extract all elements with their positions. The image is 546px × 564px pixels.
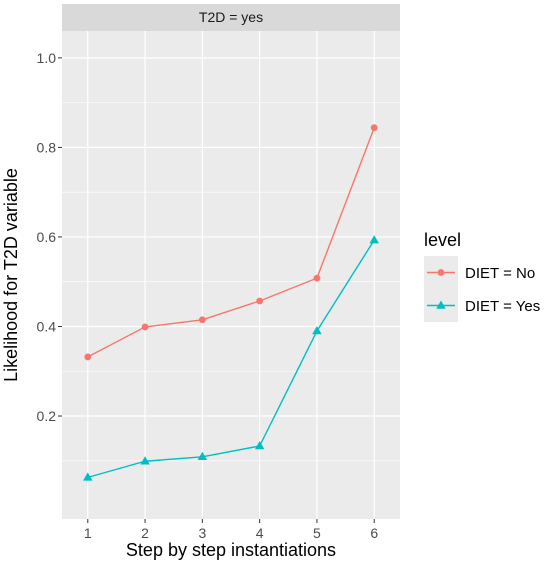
facet-strip <box>62 4 400 31</box>
series-2-point <box>140 456 150 465</box>
series-1-point <box>313 274 321 282</box>
x-tick-label: 1 <box>84 525 92 541</box>
legend-item: DIET = No <box>424 256 535 289</box>
minor-gridlines <box>62 102 400 462</box>
plot-panel <box>62 31 400 519</box>
y-axis: 0.2 0.4 0.6 0.8 1.0 <box>37 50 62 424</box>
series-2-point <box>197 451 208 461</box>
series-1-point <box>84 353 92 361</box>
y-tick-label: 0.8 <box>37 139 57 155</box>
legend-label: DIET = No <box>465 265 535 282</box>
series-1-point <box>370 124 378 132</box>
y-tick-label: 0.2 <box>37 408 57 424</box>
series-line-1 <box>87 127 375 358</box>
series-2-point <box>312 325 322 335</box>
series-2-point <box>369 235 379 244</box>
series-points <box>83 124 379 481</box>
series-lines <box>87 127 375 479</box>
series-line-2 <box>87 239 375 479</box>
x-axis-title: Step by step instantiations <box>126 540 336 560</box>
legend-key-marker <box>436 300 446 309</box>
legend-item: DIET = Yes <box>424 289 540 322</box>
y-axis-title: Likelihood for T2D variable <box>1 168 21 382</box>
x-tick-label: 2 <box>141 525 149 541</box>
x-tick-label: 3 <box>198 525 206 541</box>
y-tick-label: 0.4 <box>37 318 57 334</box>
x-axis: 1 2 3 4 5 6 <box>84 519 378 541</box>
legend: level DIET = No DIET = Yes <box>424 230 540 322</box>
legend-label: DIET = Yes <box>465 298 540 315</box>
x-tick-label: 6 <box>370 525 378 541</box>
legend-key-marker <box>437 269 445 276</box>
y-tick-label: 0.6 <box>37 229 57 245</box>
series-2-point <box>254 441 265 450</box>
series-2-point <box>83 472 93 481</box>
y-tick-label: 1.0 <box>37 50 57 66</box>
legend-title: level <box>424 230 461 250</box>
facet-label: T2D = yes <box>199 9 263 25</box>
series-1-point <box>256 297 264 305</box>
x-tick-label: 5 <box>313 525 321 541</box>
series-1-point <box>198 316 206 324</box>
x-tick-label: 4 <box>256 525 264 541</box>
series-1-point <box>141 323 149 331</box>
